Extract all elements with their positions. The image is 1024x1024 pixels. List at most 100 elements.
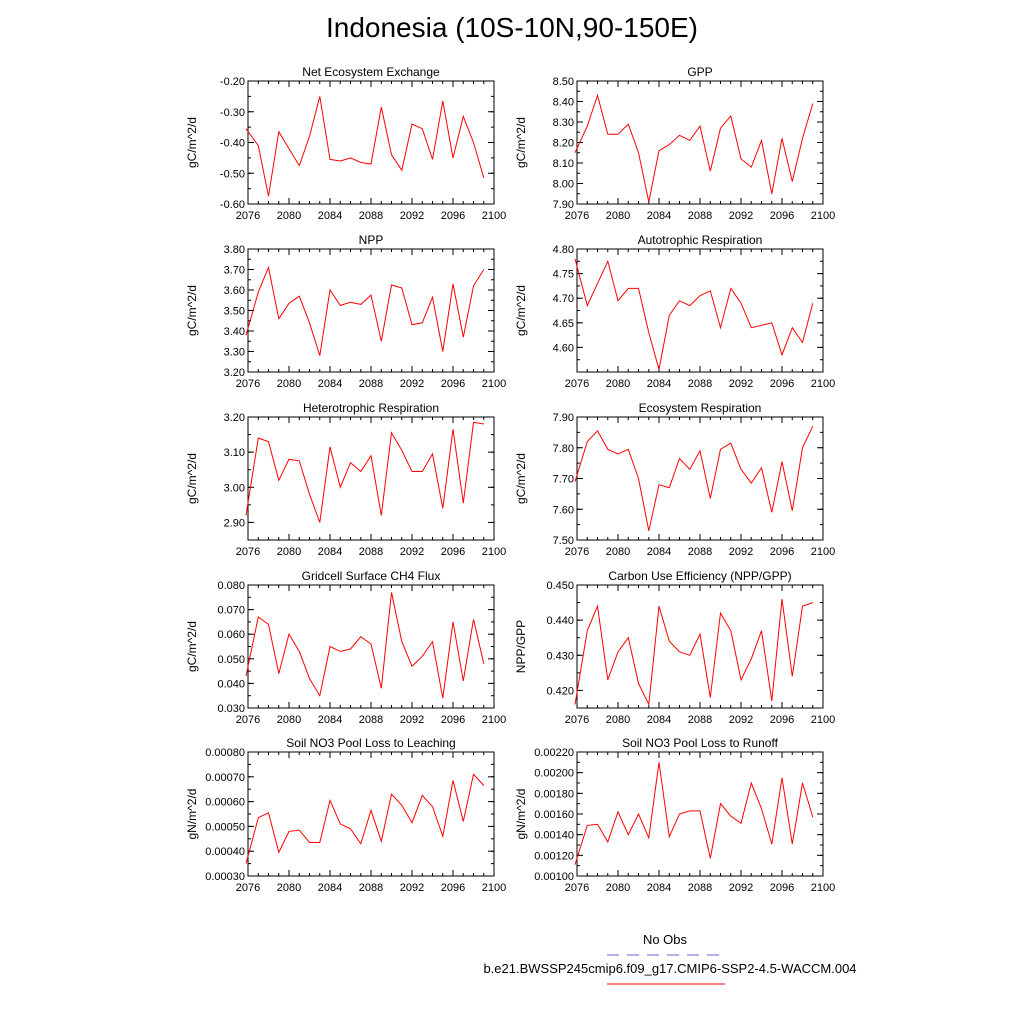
x-tick-label: 2096	[770, 882, 794, 894]
chart-panel-3: 2076 2080 2084 2088 2092 2096 2100 3.20 3.30 3.40…	[185, 233, 506, 390]
series-line	[574, 762, 814, 865]
y-tick-label: 0.050	[217, 654, 245, 666]
y-tick-label: 0.430	[546, 650, 574, 662]
chart-title: GPP	[687, 65, 712, 79]
x-tick-label: 2092	[729, 210, 753, 222]
x-tick-label: 2088	[359, 546, 383, 558]
x-tick-label: 2084	[647, 546, 671, 558]
x-tick-label: 2088	[359, 882, 383, 894]
y-tick-label: 3.40	[224, 326, 245, 338]
y-tick-label: 7.80	[553, 443, 574, 455]
y-axis-label: NPP/GPP	[514, 620, 528, 673]
y-tick-label: 0.00120	[534, 850, 574, 862]
y-tick-label: 3.20	[224, 367, 245, 379]
y-tick-label: -0.40	[220, 138, 245, 150]
y-tick-label: 8.50	[553, 76, 574, 88]
x-tick-label: 2076	[565, 882, 589, 894]
y-tick-label: 0.00070	[205, 772, 245, 784]
y-tick-label: 7.70	[553, 474, 574, 486]
y-tick-label: 0.00200	[534, 768, 574, 780]
x-tick-label: 2100	[482, 378, 506, 390]
y-tick-label: 8.40	[553, 97, 574, 109]
chart-title: Gridcell Surface CH4 Flux	[302, 569, 441, 583]
y-tick-label: -0.30	[220, 107, 245, 119]
x-tick-label: 2096	[441, 714, 465, 726]
x-tick-label: 2080	[277, 210, 301, 222]
y-tick-label: 3.80	[224, 244, 245, 256]
plot-frame	[576, 248, 824, 373]
series-line	[245, 96, 485, 197]
series-line	[574, 93, 814, 203]
x-tick-label: 2096	[441, 882, 465, 894]
y-axis-label: gC/m^2/d	[185, 621, 199, 672]
y-tick-label: 0.420	[546, 685, 574, 697]
y-axis-label: gC/m^2/d	[514, 117, 528, 168]
x-tick-label: 2076	[236, 714, 260, 726]
x-tick-label: 2080	[606, 714, 630, 726]
chart-panel-4: 2076 2080 2084 2088 2092 2096 2100 4.60 4.65 4.70…	[514, 233, 835, 390]
x-tick-label: 2092	[729, 714, 753, 726]
x-tick-label: 2084	[647, 882, 671, 894]
x-tick-label: 2088	[359, 378, 383, 390]
y-tick-label: 0.00220	[534, 747, 574, 759]
chart-title: Net Ecosystem Exchange	[302, 65, 440, 79]
y-axis-label: gN/m^2/d	[514, 789, 528, 840]
plot-frame	[247, 416, 495, 541]
y-tick-label: 2.90	[224, 517, 245, 529]
x-tick-label: 2076	[236, 210, 260, 222]
x-tick-label: 2084	[318, 210, 342, 222]
y-tick-label: 8.10	[553, 158, 574, 170]
x-tick-label: 2076	[565, 210, 589, 222]
x-tick-label: 2092	[400, 546, 424, 558]
series-line	[574, 258, 814, 370]
y-tick-label: 0.060	[217, 629, 245, 641]
series-line	[245, 773, 485, 864]
x-tick-label: 2088	[359, 210, 383, 222]
y-tick-label: 3.20	[224, 412, 245, 424]
x-tick-label: 2080	[277, 882, 301, 894]
y-tick-label: 0.080	[217, 580, 245, 592]
y-tick-label: 4.65	[553, 318, 574, 330]
y-tick-label: 8.30	[553, 117, 574, 129]
x-tick-label: 2088	[688, 210, 712, 222]
x-tick-label: 2084	[318, 714, 342, 726]
x-tick-label: 2080	[606, 378, 630, 390]
chart-panel-1: 2076 2080 2084 2088 2092 2096 2100 -0.60 -0.50 -0…	[185, 65, 506, 222]
y-tick-label: -0.50	[220, 168, 245, 180]
x-tick-label: 2096	[770, 714, 794, 726]
x-tick-label: 2088	[688, 378, 712, 390]
y-tick-label: 7.90	[553, 199, 574, 211]
y-tick-label: 4.70	[553, 293, 574, 305]
x-tick-label: 2076	[565, 378, 589, 390]
y-tick-label: -0.20	[220, 76, 245, 88]
x-tick-label: 2096	[441, 546, 465, 558]
chart-panel-2: 2076 2080 2084 2088 2092 2096 2100 7.90 8.00 8.10…	[514, 65, 835, 222]
chart-title: Ecosystem Respiration	[639, 401, 762, 415]
y-tick-label: 0.070	[217, 605, 245, 617]
x-tick-label: 2084	[318, 546, 342, 558]
y-tick-label: 0.00160	[534, 809, 574, 821]
chart-title: Heterotrophic Respiration	[303, 401, 439, 415]
y-tick-label: 0.450	[546, 580, 574, 592]
y-tick-label: -0.60	[220, 199, 245, 211]
plot-frame	[576, 584, 824, 709]
x-tick-label: 2080	[606, 882, 630, 894]
y-tick-label: 0.00080	[205, 747, 245, 759]
y-tick-label: 0.00040	[205, 846, 245, 858]
chart-title: Carbon Use Efficiency (NPP/GPP)	[608, 569, 791, 583]
chart-title: Autotrophic Respiration	[638, 233, 763, 247]
x-tick-label: 2084	[647, 378, 671, 390]
plot-frame	[576, 80, 824, 205]
y-tick-label: 4.80	[553, 244, 574, 256]
series-line	[245, 421, 484, 523]
plot-frame	[247, 248, 495, 373]
x-tick-label: 2100	[482, 546, 506, 558]
series-line	[574, 599, 813, 707]
x-tick-label: 2084	[318, 882, 342, 894]
x-tick-label: 2096	[441, 378, 465, 390]
x-tick-label: 2100	[811, 378, 835, 390]
x-tick-label: 2100	[482, 882, 506, 894]
chart-panel-8: 2076 2080 2084 2088 2092 2096 2100 0.420 0.430 0.…	[514, 569, 835, 726]
series-line	[574, 425, 814, 531]
